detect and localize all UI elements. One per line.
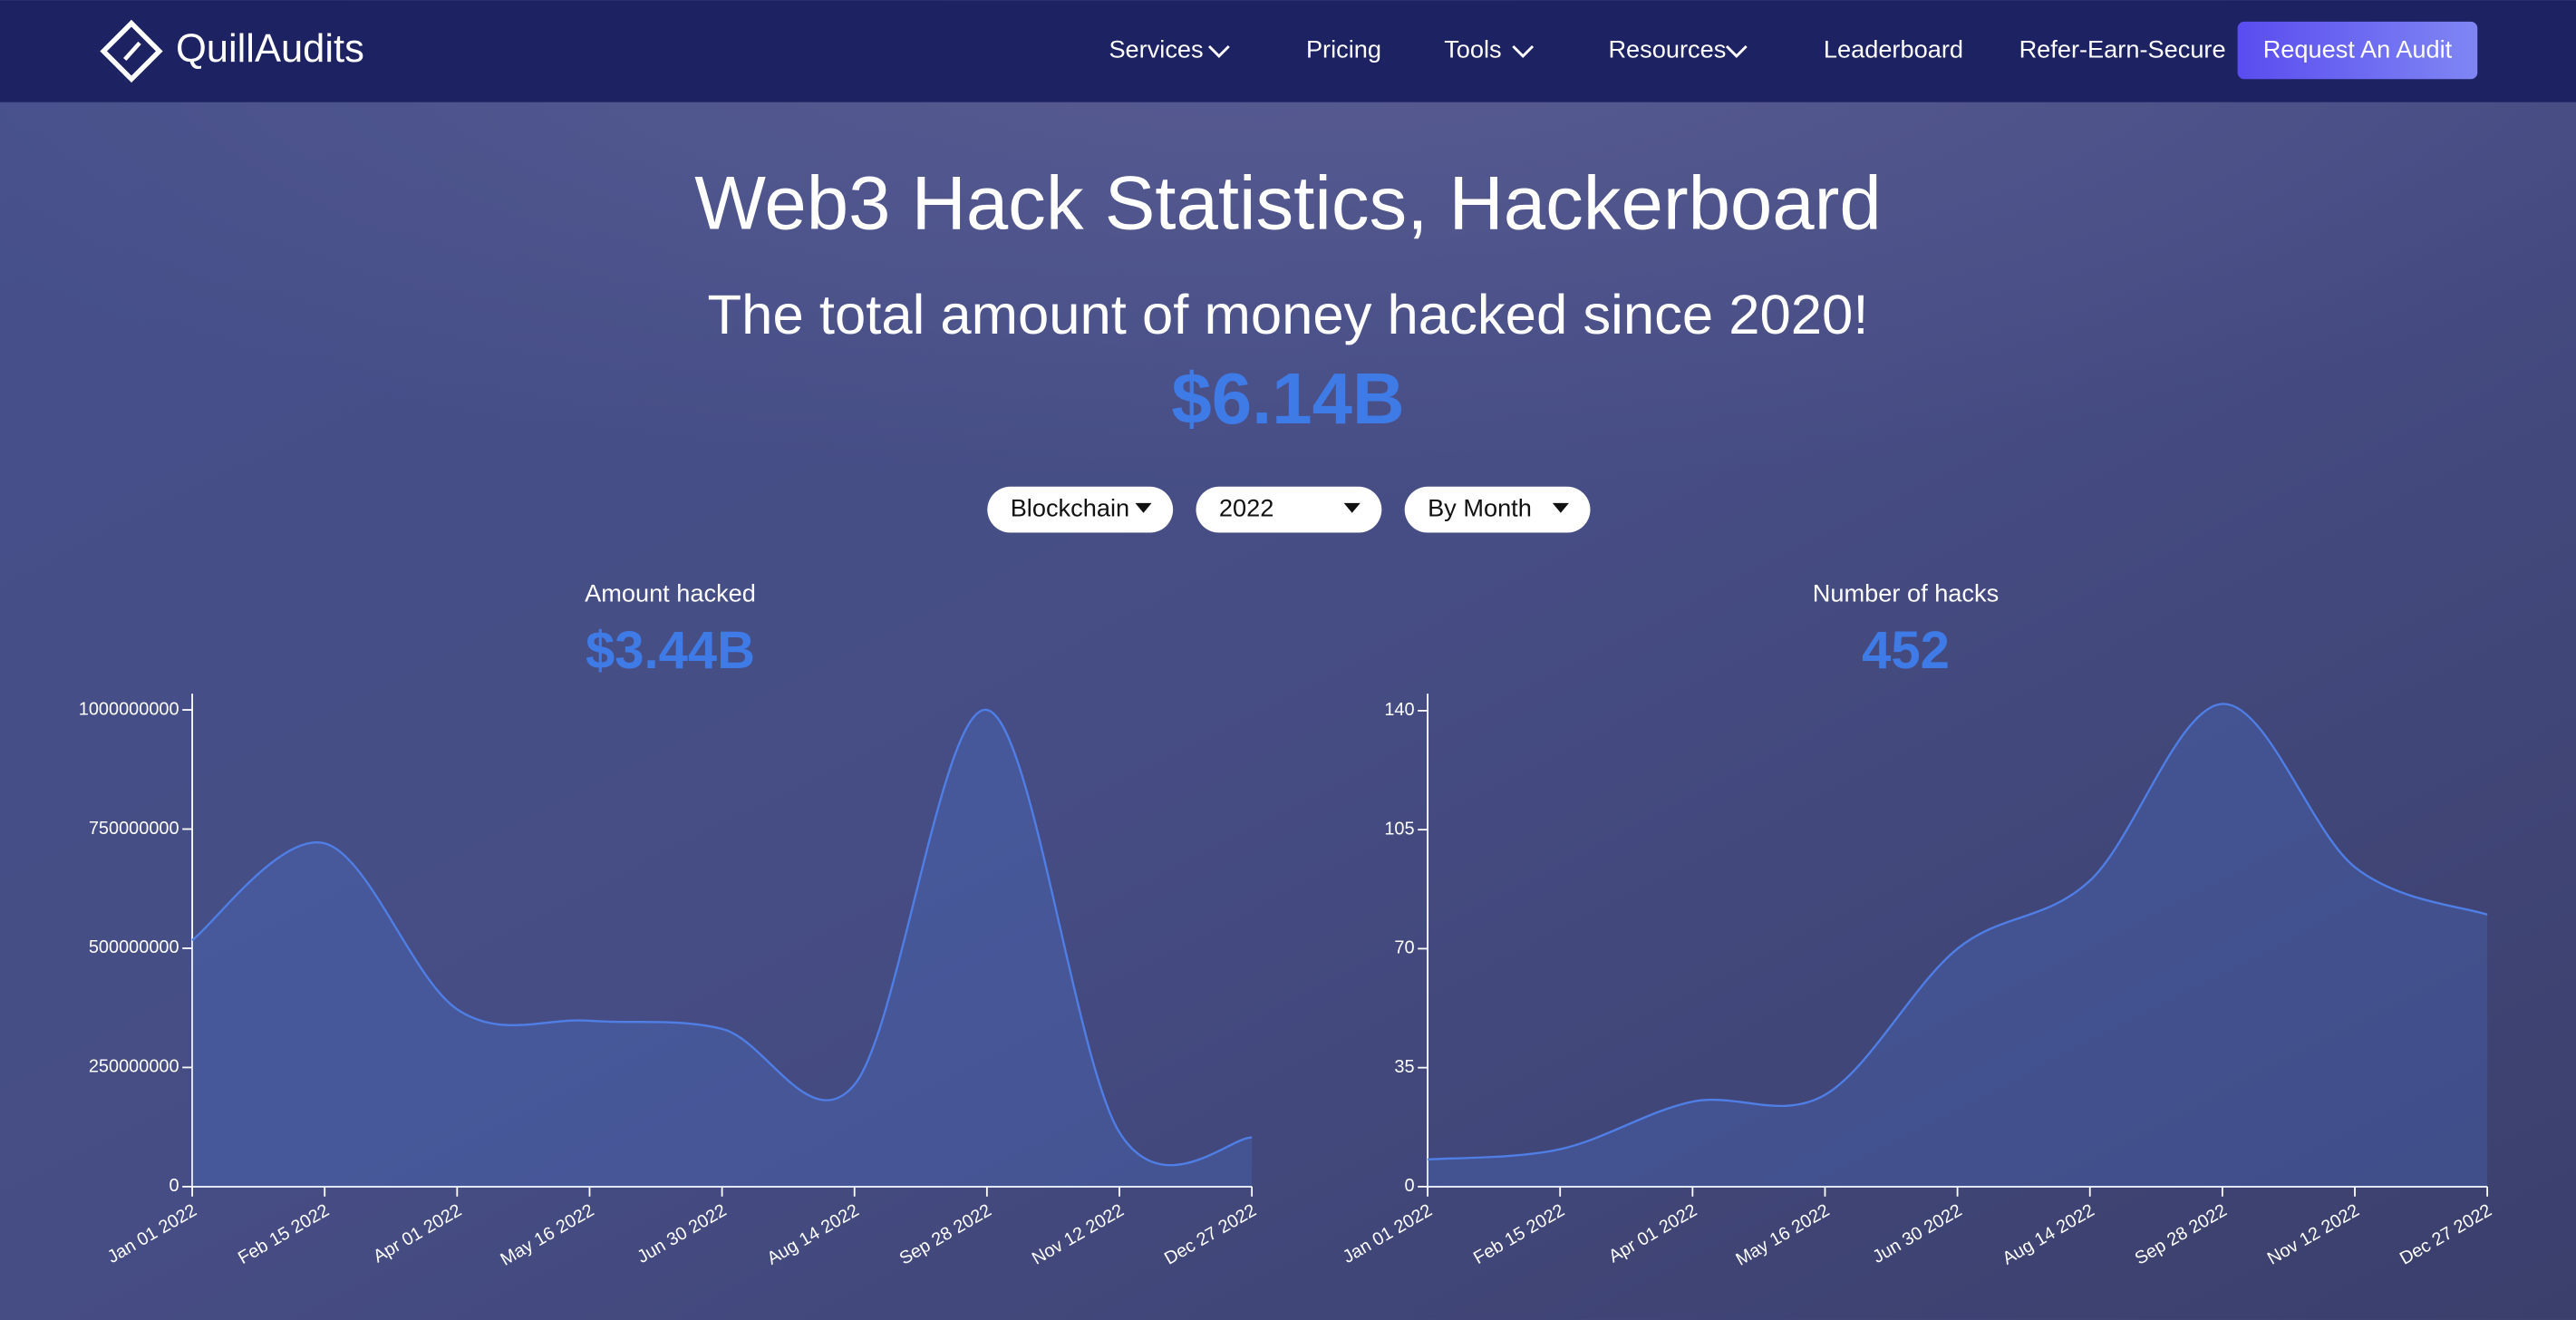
logo-text[interactable]: QuillAudits	[176, 27, 364, 71]
nav-link[interactable]: Refer-Earn-Secure	[2019, 35, 2226, 63]
dropdown[interactable]	[987, 486, 1174, 533]
cta-button[interactable]	[2237, 21, 2478, 80]
y-tick-label: 70	[1394, 938, 1414, 958]
chart-summary: $3.44B	[586, 621, 755, 680]
dropdown[interactable]	[1404, 486, 1591, 533]
dropdown-label[interactable]: By Month	[1428, 493, 1532, 521]
chart-summary: 452	[1862, 621, 1950, 680]
dropdown-label[interactable]: 2022	[1219, 493, 1273, 521]
chevron[interactable]	[1207, 45, 1230, 58]
subtitle: The total amount of money hacked since 2…	[708, 284, 1869, 346]
y-tick-label: 140	[1384, 700, 1414, 720]
logo-icon-stroke	[123, 41, 141, 62]
dropdown[interactable]	[1196, 486, 1382, 533]
nav-link[interactable]: Tools	[1444, 35, 1501, 63]
dropdown-arrow[interactable]	[1343, 502, 1361, 513]
cta-label[interactable]: Request An Audit	[2263, 35, 2453, 63]
dropdown-arrow[interactable]	[1552, 502, 1569, 513]
filter[interactable]: 2022	[1196, 486, 1382, 533]
nav-link[interactable]: Pricing	[1306, 35, 1381, 63]
page-title: Web3 Hack Statistics, Hackerboard	[694, 160, 1882, 245]
y-tick-label: 500000000	[89, 937, 179, 957]
total-amount: $6.14B	[1171, 358, 1404, 439]
area	[192, 709, 1253, 1187]
chevron[interactable]	[1512, 45, 1535, 58]
filter[interactable]: By Month	[1404, 486, 1591, 533]
y-tick-label: 0	[1404, 1176, 1414, 1196]
nav-link[interactable]: Leaderboard	[1824, 35, 1963, 63]
dropdown-label[interactable]: Blockchain	[1011, 493, 1129, 521]
line	[1427, 703, 2488, 1161]
y-tick-label: 1000000000	[79, 699, 179, 719]
logo[interactable]: QuillAudits	[100, 19, 364, 83]
chart-title: Amount hacked	[585, 579, 756, 607]
nav-link[interactable]: Services	[1109, 35, 1203, 63]
logo-icon	[100, 19, 163, 83]
y-tick-label: 0	[169, 1176, 179, 1196]
y-tick-label: 105	[1384, 819, 1414, 839]
filter[interactable]: Blockchain	[987, 486, 1174, 533]
y-tick-label: 35	[1394, 1057, 1414, 1077]
y-tick-label: 250000000	[89, 1057, 179, 1077]
y-tick-label: 750000000	[89, 819, 179, 839]
nav-link[interactable]: Resources	[1608, 35, 1726, 63]
line	[191, 708, 1253, 1167]
background-glow	[0, 0, 2576, 822]
dropdown-arrow[interactable]	[1135, 502, 1152, 513]
area	[1428, 704, 2488, 1187]
chevron[interactable]	[1725, 45, 1748, 58]
chart-title: Number of hacks	[1813, 579, 1999, 607]
navbar	[0, 0, 2576, 102]
